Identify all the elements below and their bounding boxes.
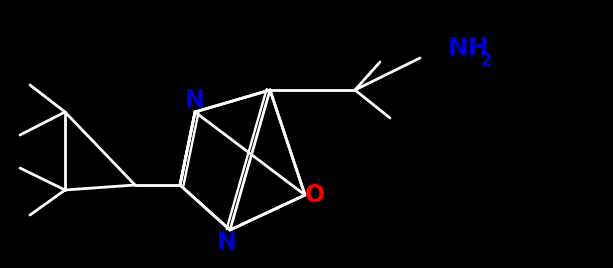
Text: NH: NH — [448, 36, 490, 60]
Text: N: N — [185, 88, 205, 112]
Text: 2: 2 — [480, 52, 492, 70]
Text: O: O — [305, 183, 325, 207]
Text: N: N — [217, 230, 237, 254]
